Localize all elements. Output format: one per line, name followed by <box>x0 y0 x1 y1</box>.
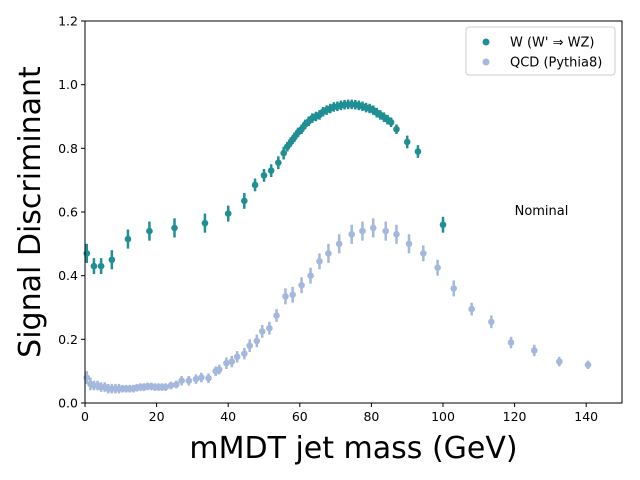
data-point <box>556 358 563 365</box>
y-axis-title: Signal Discriminant <box>13 66 48 358</box>
legend: W (W' ⇒ WZ) QCD (Pythia8) <box>465 26 616 76</box>
data-point <box>266 324 273 332</box>
data-point <box>253 337 261 345</box>
data-point <box>192 375 200 383</box>
y-tick-label: 0.0 <box>58 396 78 411</box>
x-tick-label: 80 <box>363 409 379 424</box>
x-tick-label: 140 <box>574 409 598 424</box>
data-point <box>224 210 232 217</box>
data-point <box>393 230 400 238</box>
data-point <box>258 328 266 335</box>
data-point <box>316 258 323 265</box>
data-point <box>251 181 259 189</box>
data-point <box>260 172 268 179</box>
data-point <box>198 374 205 381</box>
data-point <box>382 227 390 235</box>
data-point <box>369 224 377 232</box>
annotation-nominal: Nominal <box>515 204 569 219</box>
data-point <box>223 359 230 367</box>
x-tick-label: 120 <box>503 409 527 424</box>
data-point <box>267 167 275 174</box>
x-tick-label: 20 <box>149 409 165 424</box>
data-point <box>420 250 427 257</box>
data-point <box>246 342 253 350</box>
data-point <box>325 250 332 257</box>
legend-box <box>465 26 616 76</box>
x-tick-label: 40 <box>220 409 236 424</box>
y-tick-label: 0.4 <box>58 268 78 283</box>
data-point <box>228 358 236 365</box>
x-tick-label: 60 <box>292 409 308 424</box>
data-point <box>530 347 538 354</box>
legend-label-w: W (W' ⇒ WZ) <box>510 36 594 51</box>
series-w <box>83 99 447 275</box>
data-point <box>241 350 248 357</box>
data-point <box>405 240 413 248</box>
data-point <box>97 262 105 270</box>
series-layer <box>83 99 592 394</box>
ticks-layer: 0 20 40 60 80 100 120 140 0.0 0.2 0.4 0.6 0.8 1.0 1.2 <box>58 14 598 425</box>
data-point <box>280 149 287 157</box>
y-tick-label: 0.8 <box>58 141 78 156</box>
data-point <box>393 125 400 133</box>
data-point <box>171 224 178 232</box>
data-point <box>450 285 458 292</box>
data-point <box>167 382 175 389</box>
data-point <box>146 227 153 235</box>
data-point <box>291 133 298 141</box>
data-point <box>241 197 248 205</box>
data-point <box>108 256 116 264</box>
data-point <box>275 159 282 166</box>
data-point <box>124 235 132 243</box>
data-point <box>273 312 280 319</box>
data-point <box>434 264 441 272</box>
y-tick-label: 1.2 <box>58 14 78 29</box>
data-point <box>205 374 212 382</box>
data-point <box>283 143 291 151</box>
data-point <box>282 293 289 300</box>
y-tick-label: 0.6 <box>58 205 78 220</box>
data-point <box>359 227 366 235</box>
legend-marker-qcd <box>482 58 490 66</box>
y-tick-label: 0.2 <box>58 332 78 347</box>
legend-label-qcd: QCD (Pythia8) <box>510 56 602 71</box>
data-point <box>83 250 91 257</box>
data-point <box>162 383 169 391</box>
data-point <box>488 318 495 326</box>
data-point <box>387 118 395 126</box>
x-tick-label: 0 <box>81 409 89 424</box>
data-point <box>289 291 296 299</box>
y-tick-label: 1.0 <box>58 77 78 92</box>
x-tick-label: 100 <box>431 409 455 424</box>
data-point <box>348 230 356 238</box>
data-point <box>414 148 422 155</box>
data-point <box>439 221 447 229</box>
legend-marker-w <box>482 38 490 46</box>
data-point <box>178 377 185 385</box>
data-point <box>172 381 180 388</box>
data-point <box>584 361 592 369</box>
data-point <box>83 374 91 381</box>
data-point <box>507 339 515 346</box>
data-point <box>298 281 305 289</box>
data-point <box>287 138 295 146</box>
series-qcd <box>83 218 592 394</box>
data-point <box>90 262 98 270</box>
x-axis-title: mMDT jet mass (GeV) <box>189 431 517 466</box>
data-point <box>215 366 223 373</box>
data-point <box>233 353 241 361</box>
data-point <box>298 125 305 133</box>
data-point <box>185 377 193 385</box>
data-point <box>201 219 209 227</box>
data-point <box>468 305 475 313</box>
data-point <box>335 240 343 248</box>
data-point <box>307 272 314 279</box>
data-point <box>403 138 411 146</box>
